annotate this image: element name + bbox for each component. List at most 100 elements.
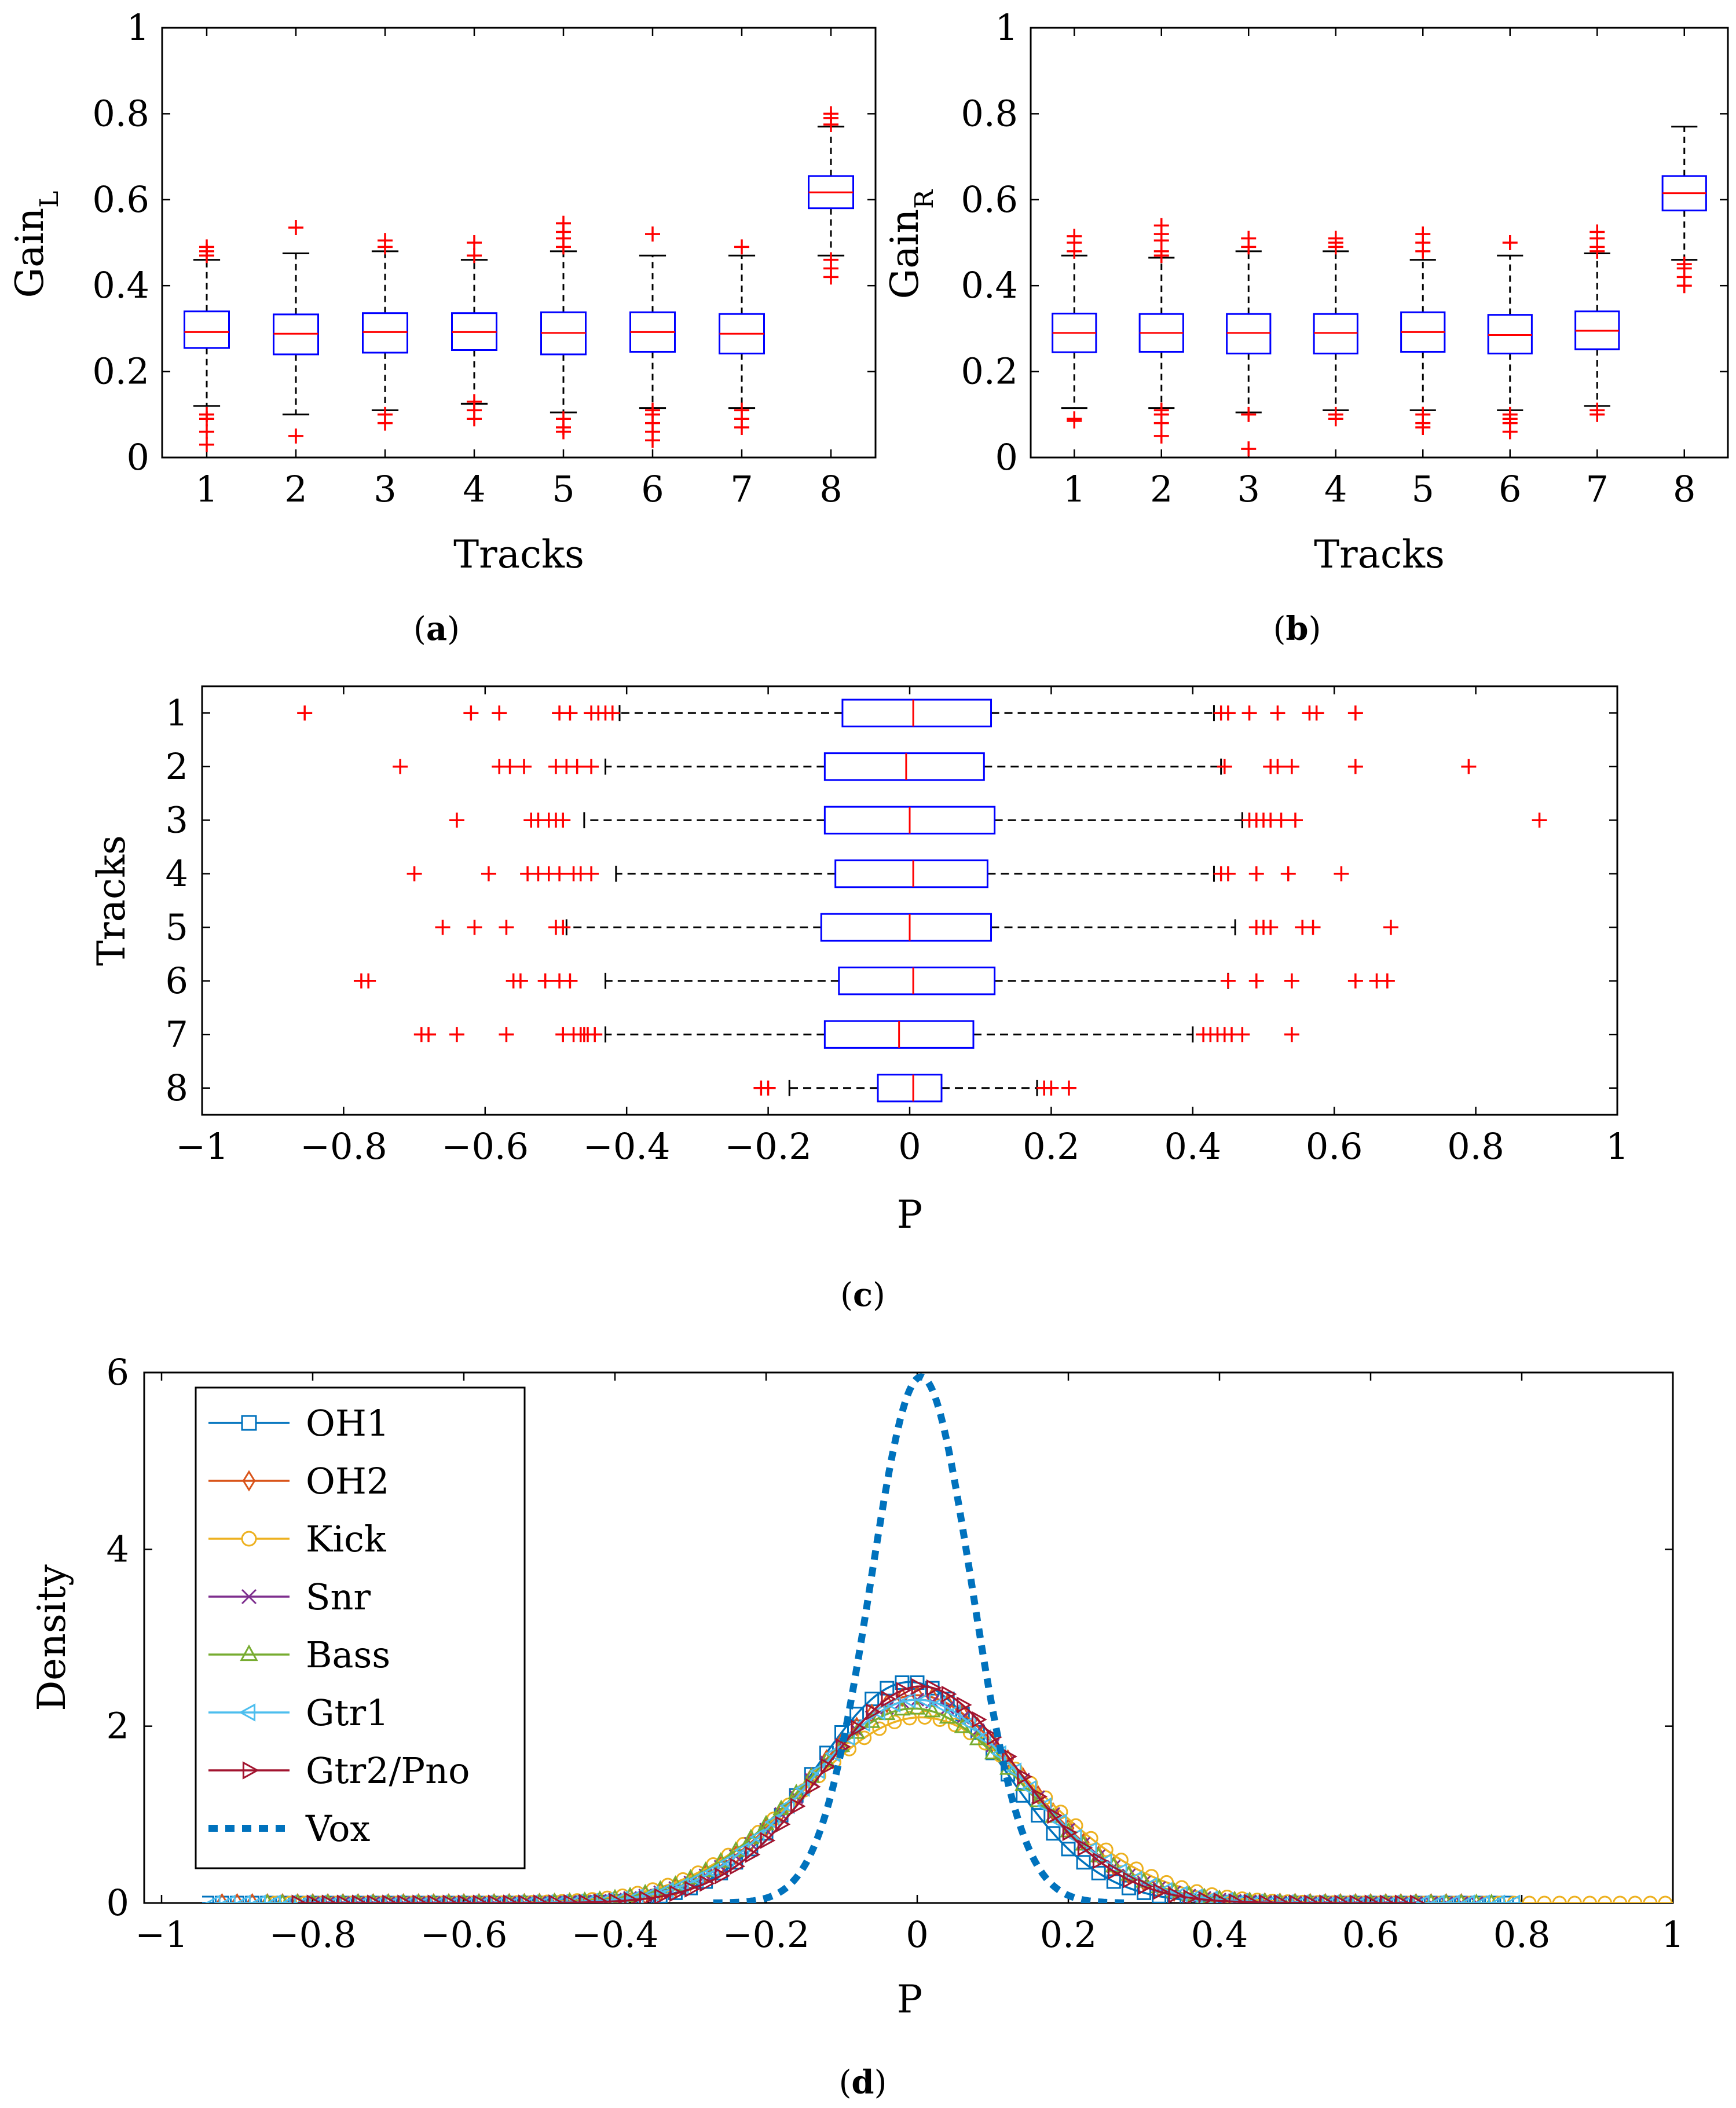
legend: OH1 OH2 Kick Snr Bass Gtr1 Gtr2/Pno Vox [195,1386,526,1869]
y-tick-label: 3 [166,799,188,841]
data-point [939,1708,956,1724]
data-point [924,1701,941,1718]
outlier-marker [1241,407,1257,422]
data-point [1504,1894,1521,1903]
data-point [749,1828,765,1846]
data-point [1166,1882,1183,1898]
x-tick-label: 0.6 [1342,1913,1400,1956]
outlier-marker [1153,428,1169,444]
outlier-marker [297,705,313,721]
outlier-marker [1061,1080,1076,1096]
data-point [896,1687,909,1708]
panel-label: (c) [840,1276,885,1314]
data-point [805,1778,821,1795]
data-point [367,1894,383,1903]
y-tick-label: 0.6 [961,178,1018,221]
outlier-marker [393,759,408,774]
outlier-marker [1067,228,1082,244]
y-axis-label: GainL [8,191,64,298]
panel-c-pan-boxplot: −1 −0.8 −0.6 −0.4 −0.2 0 0.2 0.4 0.6 0.8 1 1 2 3 4 5 6 7 8… [89,685,1629,1314]
data-point [775,1816,791,1833]
x-tick-label: 0.2 [1023,1125,1080,1168]
data-point [1274,1894,1290,1903]
data-point [1628,1895,1643,1903]
y-tick-label: 6 [107,1351,129,1393]
legend-marker [242,1470,256,1492]
data-point [548,1894,564,1903]
data-point [1036,1797,1052,1814]
data-point [382,1894,398,1903]
y-axis-label: Density [30,1564,74,1711]
x-tick-label: −0.8 [300,1125,387,1168]
data-point [280,1894,296,1903]
outlier-marker [605,705,620,721]
data-point [205,1894,221,1903]
data-point [915,1692,931,1709]
outlier-marker [562,973,578,989]
panel-b-gain-right-boxplot: 0 0.2 0.4 0.6 0.8 1 1 2 3 4 5 6 7 8 Tracks GainR (b) [882,6,1729,648]
legend-label: Vox [305,1807,370,1850]
series-line [713,1373,1129,1903]
outlier-marker [645,402,660,418]
legend-label: Kick [306,1518,386,1560]
outlier-marker [760,1080,776,1096]
data-point [896,1682,912,1699]
y-tick-label: 0 [107,1882,129,1924]
y-tick-label: 0.4 [961,264,1018,306]
data-point [356,1894,372,1903]
data-point [1598,1895,1613,1903]
outlier-marker [1153,218,1169,233]
y-tick-label: 0.8 [92,92,149,134]
outlier-marker [1328,230,1343,246]
data-point [328,1895,343,1903]
outlier-marker [1270,759,1285,774]
data-point [1394,1894,1411,1903]
data-point [1552,1895,1567,1903]
outlier-marker [1263,920,1279,935]
outlier-marker [449,813,464,828]
y-tick-label: 1 [995,6,1018,49]
data-point [518,1894,534,1903]
data-point [1613,1895,1628,1903]
outlier-marker [1461,759,1477,774]
legend-item-oh2: OH2 [208,1460,389,1502]
legend-item-kick: Kick [208,1518,386,1560]
data-point [941,1685,957,1703]
data-point [911,1678,927,1695]
data-point [925,1681,940,1696]
data-point [1062,1824,1078,1842]
y-axis-label: GainR [882,189,939,299]
panel-a-gain-left-boxplot: 0 0.2 0.4 0.6 0.8 1 1 2 3 4 5 6 7 8 Tracks GainL (a) [8,6,877,648]
plot-frame [201,685,1618,1116]
data-point [442,1894,459,1903]
data-point [1499,1895,1514,1903]
y-axis-label: Tracks [89,835,134,966]
legend-frame [195,1386,526,1869]
outlier-marker [587,1027,603,1042]
outlier-marker [1284,1027,1299,1042]
y-tick-label: 4 [107,1528,129,1570]
data-point [1304,1894,1320,1903]
outlier-marker [1220,705,1236,721]
data-point [684,1880,700,1898]
x-tick-label: 5 [1412,468,1434,510]
data-point [972,1711,987,1728]
box-track-2 [823,752,985,781]
legend-marker [241,1531,257,1547]
data-point [870,1703,886,1721]
x-tick-label: 7 [730,468,753,510]
data-point [1429,1894,1445,1903]
data-point [945,1703,961,1721]
x-tick-label: −0.4 [583,1125,671,1168]
x-tick-label: 1 [1606,1125,1628,1168]
outlier-marker [645,226,660,242]
data-point [851,1719,866,1737]
outlier-marker [823,106,838,122]
y-tick-label: 0.4 [92,264,149,306]
x-tick-label: 2 [1150,468,1173,510]
data-point [609,1893,625,1903]
data-point [917,1710,932,1725]
data-point [1092,1852,1108,1869]
y-tick-label: 1 [127,6,149,49]
data-point [1061,1842,1076,1857]
